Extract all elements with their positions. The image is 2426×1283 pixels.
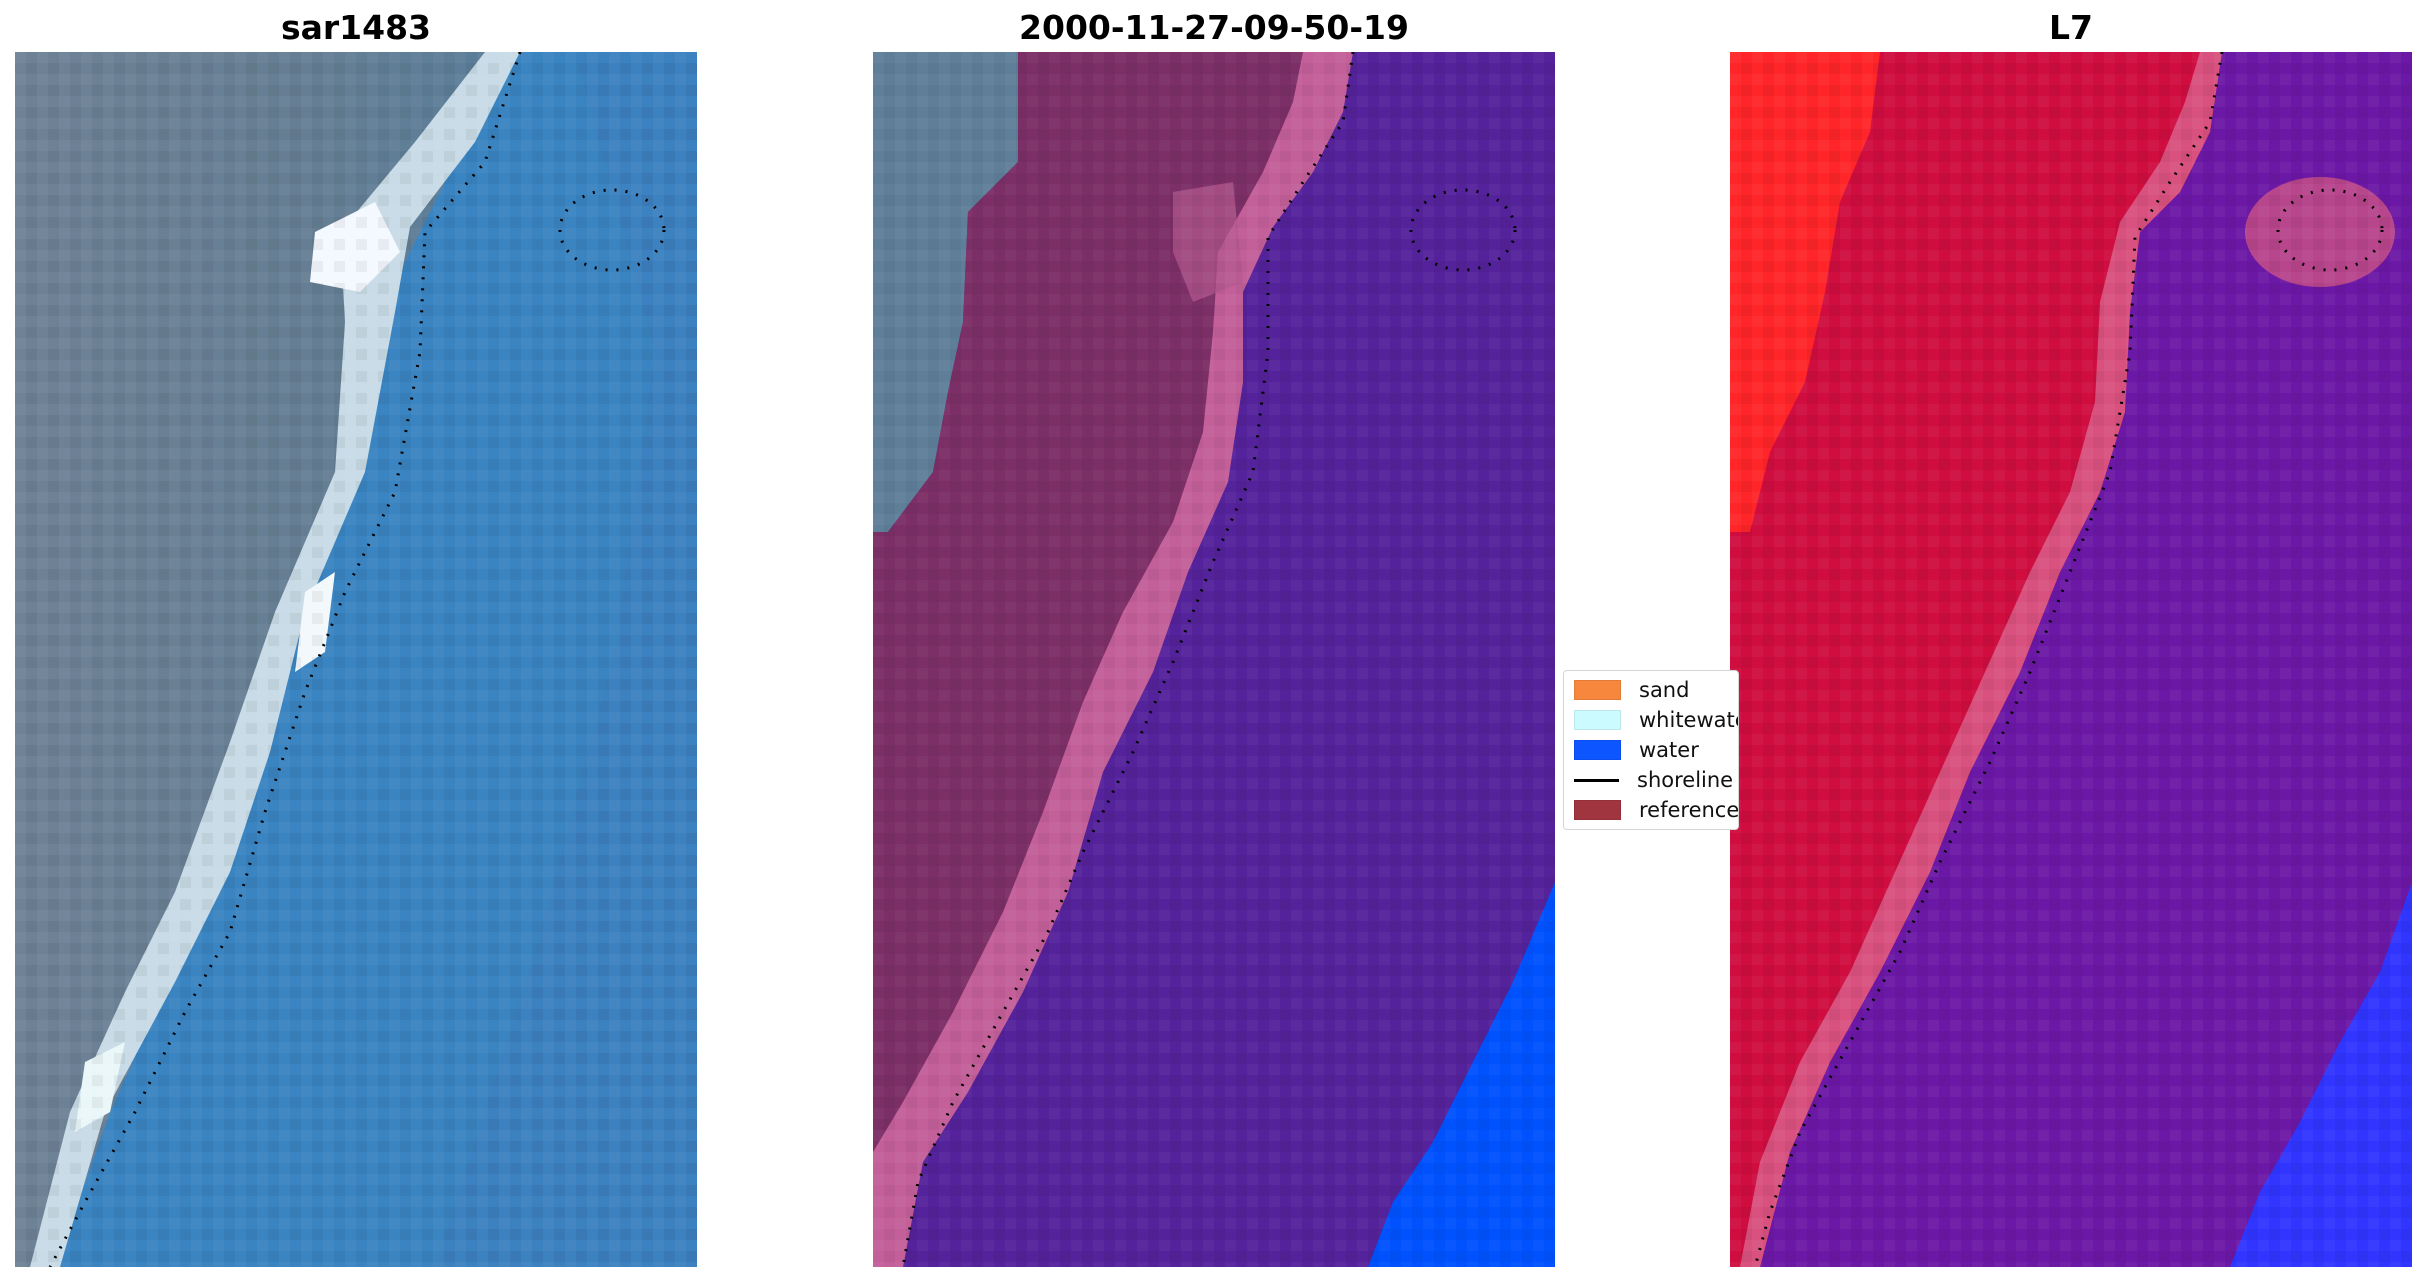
legend: sand whitewater water shoreline referenc…	[1563, 670, 1739, 830]
l7-panel	[1730, 52, 2412, 1267]
legend-label-reference: reference	[1639, 798, 1739, 822]
classification-image	[873, 52, 1555, 1267]
whitewater-swatch	[1574, 710, 1621, 730]
legend-item-reference: reference	[1574, 797, 1739, 823]
classification-panel	[873, 52, 1555, 1267]
legend-label-water: water	[1639, 738, 1699, 762]
reference-swatch	[1574, 800, 1621, 820]
water-swatch	[1574, 740, 1621, 760]
legend-item-whitewater: whitewater	[1574, 707, 1738, 733]
rgb-image-panel	[15, 52, 697, 1267]
shoreline-swatch	[1574, 779, 1619, 782]
panel-title-1: sar1483	[280, 8, 432, 47]
panel-title-2: 2000-11-27-09-50-19	[1019, 8, 1409, 47]
sand-swatch	[1574, 680, 1621, 700]
legend-item-shoreline: shoreline	[1574, 767, 1733, 793]
legend-item-sand: sand	[1574, 677, 1689, 703]
panel-title-3: L7	[2049, 8, 2093, 47]
legend-label-shoreline: shoreline	[1637, 768, 1734, 792]
legend-label-whitewater: whitewater	[1639, 708, 1738, 732]
legend-item-water: water	[1574, 737, 1699, 763]
rgb-image	[15, 52, 697, 1267]
legend-label-sand: sand	[1639, 678, 1690, 702]
l7-image	[1730, 52, 2412, 1267]
